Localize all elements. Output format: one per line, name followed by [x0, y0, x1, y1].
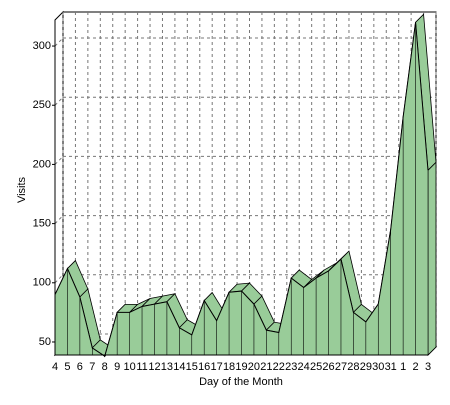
y-tick-label: 100 [33, 277, 51, 289]
x-tick-label: 31 [385, 361, 397, 373]
x-tick-label: 16 [198, 361, 210, 373]
x-tick-label: 22 [273, 361, 285, 373]
x-tick-label: 24 [298, 361, 310, 373]
x-tick-label: 23 [285, 361, 297, 373]
x-tick-label: 7 [89, 361, 95, 373]
x-tick-label: 10 [123, 361, 135, 373]
x-tick-label: 1 [400, 361, 406, 373]
y-tick-label: 150 [33, 218, 51, 230]
x-tick-label: 21 [260, 361, 272, 373]
x-tick-label: 18 [223, 361, 235, 373]
y-axis-label: Visits [16, 176, 28, 203]
grid-line [54, 96, 64, 106]
grid-line [54, 156, 64, 165]
area-front-face [55, 22, 428, 357]
x-tick-label: 19 [235, 361, 247, 373]
x-tick-label: 9 [114, 361, 120, 373]
x-tick-label: 29 [360, 361, 372, 373]
x-tick-label: 17 [211, 361, 223, 373]
x-tick-label: 3 [425, 361, 431, 373]
area-outline [54, 22, 429, 357]
grid-line [54, 37, 64, 47]
x-tick-label: 15 [186, 361, 198, 373]
x-tick-label: 27 [335, 361, 347, 373]
x-tick-label: 13 [161, 361, 173, 373]
x-tick-label: 11 [136, 361, 147, 373]
y-tick-label: 200 [33, 158, 51, 170]
grid-line [54, 215, 64, 224]
y-tick-label: 50 [39, 336, 51, 348]
x-tick-label: 28 [347, 361, 359, 373]
x-tick-label: 5 [64, 361, 70, 373]
grid-line [54, 274, 64, 284]
x-tick-label: 8 [102, 361, 108, 373]
x-axis-label: Day of the Month [199, 376, 283, 388]
x-tick-label: 2 [413, 361, 419, 373]
x-tick-label: 4 [52, 361, 58, 373]
x-tick-label: 30 [372, 361, 384, 373]
x-tick-label: 14 [173, 361, 185, 373]
y-tick-label: 250 [33, 99, 51, 111]
x-tick-label: 20 [248, 361, 260, 373]
x-tick-label: 26 [322, 361, 334, 373]
x-tick-label: 25 [310, 361, 322, 373]
x-tick-label: 6 [77, 361, 83, 373]
x-tick-label: 12 [148, 361, 160, 373]
y-tick-label: 300 [33, 40, 51, 52]
area-end-face [427, 161, 437, 356]
